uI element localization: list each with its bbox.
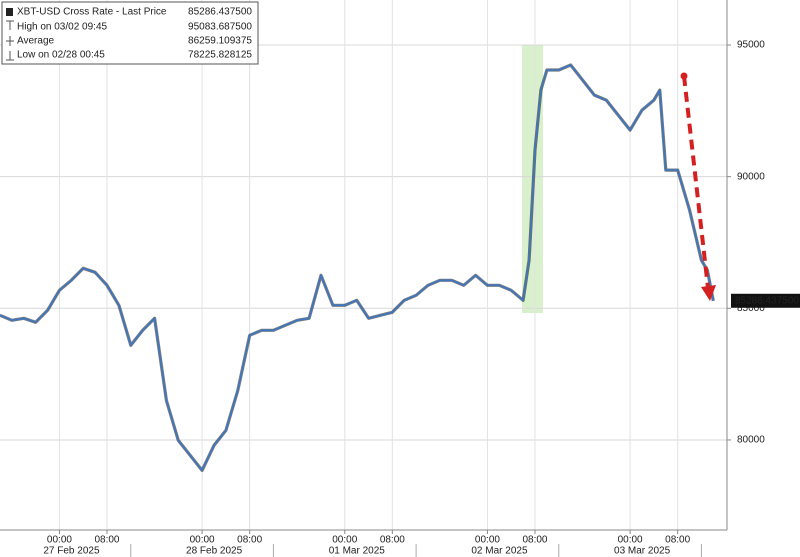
x-tick-label: 08:00: [665, 535, 690, 546]
x-tick-label: 00:00: [475, 535, 500, 546]
last-price-label: 85286.437500: [735, 295, 799, 306]
legend-icon: [6, 8, 13, 16]
x-tick-label: 00:00: [332, 535, 357, 546]
legend-value: 86259.109375: [188, 36, 252, 47]
price-line: [0, 64, 715, 472]
y-tick-label: 95000: [737, 40, 765, 51]
x-tick-label: 00:00: [47, 535, 72, 546]
trend-arrow-head: [701, 285, 716, 301]
trend-arrow: [682, 75, 710, 289]
y-tick-label: 85000: [737, 303, 765, 314]
legend-icon: [6, 20, 14, 30]
legend-icon: [6, 36, 14, 46]
legend-value: 78225.828125: [188, 50, 252, 61]
legend-name: Average: [17, 36, 55, 47]
x-tick-label: 08:00: [522, 535, 547, 546]
legend: XBT-USD Cross Rate - Last Price High on …: [1, 1, 259, 65]
date-label: 01 Mar 2025: [329, 546, 386, 557]
legend-value: 95083.687500: [188, 22, 252, 33]
date-label: 02 Mar 2025: [471, 546, 528, 557]
y-tick-label: 80000: [737, 435, 765, 446]
trend-arrow-start: [680, 72, 688, 80]
date-label: 03 Mar 2025: [614, 546, 671, 557]
x-tick-label: 00:00: [190, 535, 215, 546]
y-tick-label: 90000: [737, 171, 765, 182]
last-price-tag: [731, 293, 800, 308]
x-tick-label: 08:00: [94, 535, 119, 546]
legend-icon: [6, 51, 14, 61]
legend-name: Low on 02/28 00:45: [17, 50, 105, 61]
x-tick-label: 00:00: [618, 535, 643, 546]
legend-value: 85286.437500: [188, 7, 252, 18]
x-tick-label: 08:00: [237, 535, 262, 546]
date-label: 28 Feb 2025: [186, 546, 243, 557]
date-label: 27 Feb 2025: [43, 546, 100, 557]
legend-name: XBT-USD Cross Rate - Last Price: [17, 7, 167, 18]
x-tick-label: 08:00: [380, 535, 405, 546]
legend-box: [1, 1, 259, 65]
legend-name: High on 03/02 09:45: [17, 22, 108, 33]
